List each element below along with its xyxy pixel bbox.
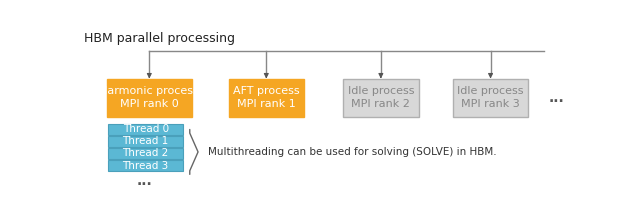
- Text: Idle process
MPI rank 2: Idle process MPI rank 2: [348, 86, 414, 109]
- FancyBboxPatch shape: [108, 124, 184, 135]
- Text: Thread 3: Thread 3: [123, 161, 169, 170]
- Text: HBM parallel processing: HBM parallel processing: [84, 32, 235, 45]
- Text: ...: ...: [136, 174, 152, 188]
- FancyBboxPatch shape: [107, 79, 192, 116]
- Text: Harmonic process
MPI rank 0: Harmonic process MPI rank 0: [99, 86, 199, 109]
- Text: Thread 0: Thread 0: [123, 124, 169, 134]
- FancyBboxPatch shape: [343, 79, 419, 116]
- Text: Idle process
MPI rank 3: Idle process MPI rank 3: [457, 86, 524, 109]
- FancyBboxPatch shape: [453, 79, 528, 116]
- Text: ...: ...: [549, 90, 565, 105]
- FancyBboxPatch shape: [108, 160, 184, 171]
- FancyBboxPatch shape: [228, 79, 304, 116]
- FancyBboxPatch shape: [108, 148, 184, 159]
- Text: AFT process
MPI rank 1: AFT process MPI rank 1: [233, 86, 299, 109]
- Text: Thread 2: Thread 2: [123, 149, 169, 159]
- Text: Multithreading can be used for solving (SOLVE) in HBM.: Multithreading can be used for solving (…: [208, 147, 496, 157]
- FancyBboxPatch shape: [108, 136, 184, 147]
- Text: Thread 1: Thread 1: [123, 136, 169, 146]
